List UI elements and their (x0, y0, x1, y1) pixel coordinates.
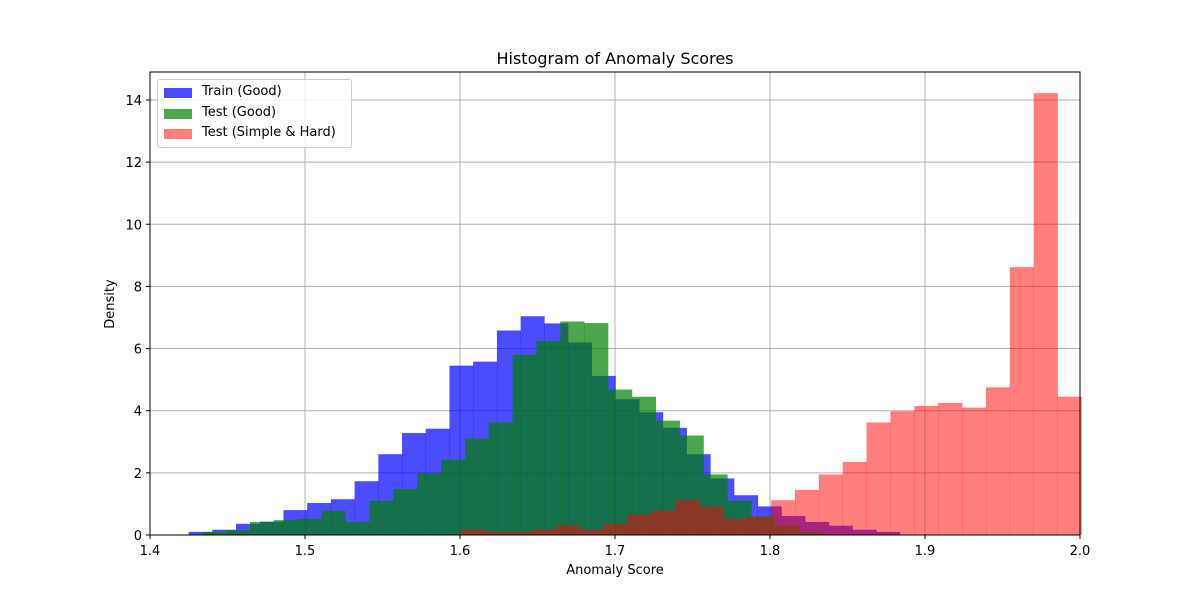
histogram-bar (202, 531, 227, 535)
y-tick-label: 0 (134, 529, 142, 544)
histogram-bar (460, 529, 485, 535)
histogram-bar (488, 422, 513, 535)
y-axis-label: Density (103, 279, 118, 329)
histogram-bar (464, 438, 489, 535)
histogram-bar (723, 518, 748, 535)
histogram-bar (608, 389, 633, 535)
histogram-bar (236, 523, 261, 535)
histogram-bar (938, 402, 963, 535)
axis-ticks: 1.4 1.5 1.6 1.7 1.8 1.9 2.0 0 2 4 6 8 10 12 14 (125, 94, 1090, 559)
y-tick-label: 6 (134, 343, 142, 358)
chart-title: Histogram of Anomaly Scores (496, 49, 733, 68)
histogram-bar (651, 510, 676, 535)
histogram-bar (818, 474, 843, 535)
histogram-bar (747, 516, 772, 535)
x-tick-label: 1.4 (140, 544, 161, 559)
histogram-bar (603, 524, 629, 535)
histogram-bar (393, 489, 418, 535)
histogram-bar (369, 500, 394, 535)
histogram-bar (1057, 396, 1082, 535)
histogram-bar (249, 521, 275, 535)
histogram-bar (699, 507, 724, 535)
histogram-bar (890, 411, 915, 535)
histogram-bar (508, 531, 533, 535)
y-tick-label: 12 (125, 156, 142, 171)
histogram-bar (226, 530, 251, 535)
histogram-bar (321, 510, 346, 535)
legend-label-test-simple-hard: Test (Simple & Hard) (202, 125, 336, 140)
histogram-bar (345, 521, 370, 535)
series-1 (202, 321, 824, 535)
legend-swatch-train-good (164, 88, 192, 98)
x-tick-label: 1.6 (450, 544, 471, 559)
histogram-bar (417, 473, 442, 535)
y-tick-label: 14 (125, 94, 142, 109)
y-tick-label: 2 (134, 467, 142, 482)
histogram-bar (675, 500, 700, 535)
histogram-bar (512, 354, 537, 535)
legend-swatch-test-simple-hard (164, 129, 192, 139)
series-2 (460, 93, 1082, 536)
legend-label-test-good: Test (Good) (202, 105, 277, 120)
y-tick-label: 8 (134, 280, 142, 295)
histogram-bar (962, 407, 987, 535)
histogram-bar (297, 518, 322, 535)
histogram-bar (842, 461, 867, 535)
histogram-bar (556, 525, 581, 535)
x-tick-label: 1.5 (295, 544, 316, 559)
x-tick-label: 2.0 (1070, 544, 1091, 559)
histogram-bar (794, 489, 820, 535)
histogram-bar (914, 406, 939, 535)
histogram-bar (866, 422, 891, 535)
y-tick-label: 4 (134, 405, 142, 420)
x-tick-label: 1.9 (915, 544, 936, 559)
histogram-bar (580, 529, 605, 535)
y-tick-label: 10 (125, 218, 142, 233)
histogram-bar (985, 387, 1011, 535)
histogram-bar (440, 459, 466, 535)
x-tick-label: 1.8 (760, 544, 781, 559)
histogram-bar (188, 531, 213, 535)
histogram-bar (560, 321, 585, 535)
histogram-bar (532, 529, 557, 535)
histogram-bar (273, 520, 299, 535)
histogram-bar (771, 500, 796, 535)
histogram-bar (536, 341, 561, 535)
x-tick-label: 1.7 (605, 544, 626, 559)
histogram-bar (1009, 267, 1034, 535)
histogram-bar (627, 514, 653, 535)
legend-swatch-test-good (164, 109, 192, 119)
histogram-bar (584, 323, 609, 535)
legend: Train (Good) Test (Good) Test (Simple & … (157, 79, 352, 148)
histogram-bars (188, 93, 1082, 536)
x-axis-label: Anomaly Score (566, 563, 664, 578)
histogram-bar (1033, 93, 1058, 536)
legend-label-train-good: Train (Good) (202, 84, 282, 99)
histogram-bar (484, 531, 509, 535)
